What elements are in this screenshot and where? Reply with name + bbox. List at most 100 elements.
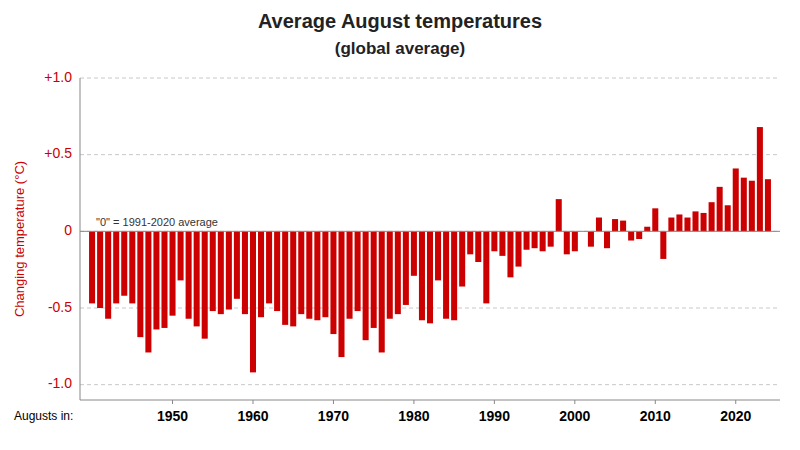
- y-tick-labels: -1.0-0.50+0.5+1.0: [44, 69, 72, 392]
- bar: [161, 231, 167, 328]
- annotation: "0" = 1991-2020 average: [96, 216, 218, 228]
- bar: [564, 231, 570, 254]
- grid-line: [80, 231, 780, 232]
- x-tick: [574, 400, 575, 404]
- bar: [540, 231, 546, 251]
- bar: [765, 179, 771, 231]
- bar: [290, 231, 296, 326]
- bar: [419, 231, 425, 320]
- bar: [524, 231, 530, 249]
- bar: [548, 231, 554, 246]
- bar: [532, 231, 538, 248]
- bar: [588, 231, 594, 246]
- bar: [467, 231, 473, 254]
- x-tick-label: 1960: [237, 408, 268, 424]
- bar: [668, 218, 674, 232]
- x-tick: [735, 400, 736, 404]
- bar: [507, 231, 513, 277]
- bar: [556, 199, 562, 231]
- bar: [443, 231, 449, 318]
- bar: [105, 231, 111, 318]
- bar: [427, 231, 433, 323]
- y-axis-label: Changing temperature (°C): [12, 161, 27, 317]
- bar: [274, 231, 280, 311]
- bar: [113, 231, 119, 303]
- bar: [628, 231, 634, 240]
- bar: [499, 231, 505, 256]
- x-tick: [494, 400, 495, 404]
- bar: [387, 231, 393, 318]
- bar: [701, 213, 707, 231]
- x-tick: [172, 400, 173, 404]
- chart: Average August temperatures(global avera…: [0, 0, 800, 450]
- bar: [218, 231, 224, 314]
- bar: [620, 221, 626, 232]
- bar: [733, 168, 739, 231]
- bar: [178, 231, 184, 280]
- bar: [322, 231, 328, 317]
- title: Average August temperatures: [258, 10, 542, 32]
- bar: [89, 231, 95, 303]
- x-tick-labels: 19501960197019801990200020102020: [157, 400, 752, 424]
- bar: [515, 231, 521, 266]
- bar: [186, 231, 192, 318]
- x-tick-label: 1980: [398, 408, 429, 424]
- y-tick-label: +1.0: [44, 69, 72, 85]
- bar: [194, 231, 200, 326]
- grid-line: [80, 154, 780, 155]
- y-axis-line: [80, 78, 81, 400]
- bar: [153, 231, 159, 329]
- bar: [660, 231, 666, 259]
- bar: [459, 231, 465, 286]
- bar: [250, 231, 256, 372]
- bar: [725, 205, 731, 231]
- bar: [363, 231, 369, 340]
- x-tick-label: 1970: [318, 408, 349, 424]
- bar: [137, 231, 143, 337]
- x-tick-label: 1950: [157, 408, 188, 424]
- x-axis-line: [80, 400, 780, 401]
- bar: [684, 218, 690, 232]
- x-tick: [413, 400, 414, 404]
- bar: [258, 231, 264, 317]
- bar: [749, 181, 755, 232]
- grid-line: [80, 384, 780, 385]
- bar: [757, 127, 763, 231]
- bar: [170, 231, 176, 315]
- x-tick-label: 1990: [479, 408, 510, 424]
- bar: [282, 231, 288, 325]
- bar: [210, 231, 216, 311]
- bar: [475, 231, 481, 262]
- bar: [652, 208, 658, 231]
- bar: [314, 231, 320, 320]
- bar: [355, 231, 361, 311]
- zero-line: [80, 231, 780, 232]
- bar: [202, 231, 208, 338]
- bar: [338, 231, 344, 357]
- bar: [572, 231, 578, 251]
- x-axis-label: Augusts in:: [14, 409, 73, 423]
- bar: [612, 219, 618, 231]
- bar: [234, 231, 240, 298]
- bar: [636, 231, 642, 239]
- bar: [121, 231, 127, 295]
- bar: [741, 178, 747, 232]
- bar: [483, 231, 489, 303]
- bar: [330, 231, 336, 334]
- x-tick: [333, 400, 334, 404]
- bar: [451, 231, 457, 320]
- bar: [298, 231, 304, 314]
- bar: [395, 231, 401, 314]
- bar: [644, 227, 650, 232]
- x-tick-label: 2010: [640, 408, 671, 424]
- bar: [411, 231, 417, 275]
- y-tick-label: +0.5: [44, 145, 72, 161]
- bar: [709, 202, 715, 231]
- y-tick-label: 0: [64, 222, 72, 238]
- bars: [89, 127, 771, 372]
- bar: [693, 211, 699, 231]
- bar: [491, 231, 497, 251]
- bar: [596, 218, 602, 232]
- bar: [306, 231, 312, 318]
- y-grid: [80, 78, 780, 385]
